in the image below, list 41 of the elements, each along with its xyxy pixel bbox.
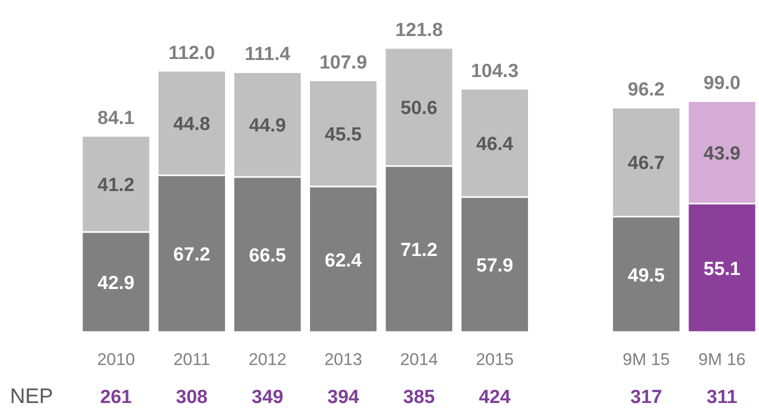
x-tick-label: 2014 <box>400 350 438 369</box>
text: 308 <box>176 387 208 408</box>
data-label: 44.9 <box>249 116 286 137</box>
total-label: 96.2 <box>628 80 665 101</box>
text: 424 <box>478 387 512 408</box>
data-label: 50.6 <box>400 98 438 119</box>
x-tick-label: 2013 <box>324 350 362 369</box>
data-label: 55.1 <box>704 258 741 280</box>
x-tick-label: 9M 15 <box>622 350 670 369</box>
data-label: 43.9 <box>704 143 740 164</box>
data-label: 45.5 <box>324 124 362 146</box>
total-label: 111.4 <box>244 44 291 66</box>
data-label: 44.8 <box>173 114 210 136</box>
total-label: 99.0 <box>704 73 740 94</box>
x-tick-label: 9M 16 <box>698 350 746 369</box>
text: 317 <box>630 387 662 408</box>
text: 385 <box>403 387 436 408</box>
data-label: 67.2 <box>173 244 210 266</box>
data-label: 46.4 <box>476 134 514 155</box>
data-label: 42.9 <box>98 272 134 294</box>
total-label: 104.3 <box>470 60 519 82</box>
x-tick-label: 2011 <box>173 350 210 369</box>
data-label: 49.5 <box>628 265 666 286</box>
text: 261 <box>100 387 132 408</box>
data-label: 71.2 <box>400 240 438 261</box>
x-tick-label: 2012 <box>248 350 286 369</box>
x-tick-label: 2010 <box>97 350 135 369</box>
data-label: 46.7 <box>628 153 665 174</box>
data-label: 62.4 <box>324 250 362 272</box>
total-label: 121.8 <box>395 20 443 41</box>
text: 311 <box>706 387 738 408</box>
text: NEP <box>10 385 54 408</box>
x-tick-label: 2015 <box>476 350 514 369</box>
text: 349 <box>252 387 284 408</box>
data-label: 57.9 <box>476 256 514 276</box>
data-label: 66.5 <box>249 245 286 266</box>
text: 394 <box>327 387 360 408</box>
data-label: 41.2 <box>98 174 134 196</box>
total-label: 84.1 <box>98 108 135 129</box>
total-label: 107.9 <box>319 52 368 74</box>
total-label: 112.0 <box>168 42 215 64</box>
